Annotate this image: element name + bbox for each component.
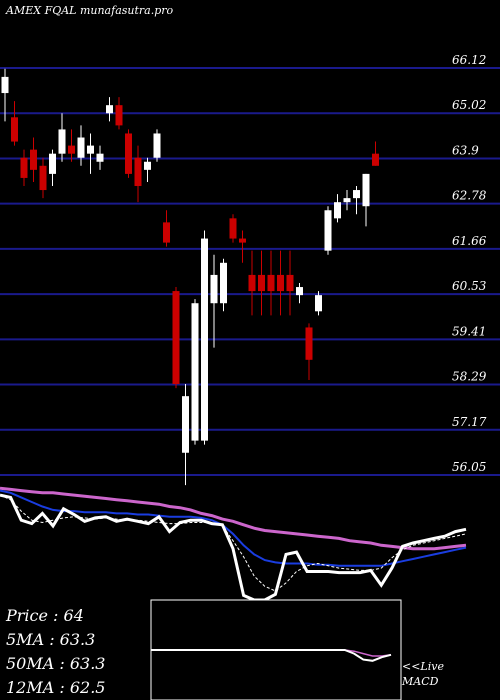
macd-panel <box>150 599 402 700</box>
candle-body <box>296 287 303 296</box>
candle-body <box>334 202 341 219</box>
y-tick-label: 66.12 <box>452 53 486 67</box>
candle-body <box>172 291 180 385</box>
candle-body <box>248 274 256 292</box>
candle-body <box>153 133 161 158</box>
candle-body <box>87 145 94 154</box>
price-readout: Price : 64 <box>5 606 84 625</box>
candle-body <box>134 157 142 187</box>
y-tick-label: 65.02 <box>452 98 486 112</box>
ma12-readout: 12MA : 62.5 <box>6 678 105 697</box>
ma-short-line <box>0 494 467 592</box>
candle-body <box>315 295 322 312</box>
y-tick-label: 56.05 <box>452 460 486 474</box>
y-tick-label: 63.9 <box>452 143 479 157</box>
candle-body <box>239 238 246 243</box>
candle-body <box>96 153 104 162</box>
ma50-readout: 50MA : 63.3 <box>6 654 105 673</box>
candle-body <box>144 161 151 170</box>
ma5-readout: 5MA : 63.3 <box>6 630 95 649</box>
candle-body <box>191 303 199 441</box>
y-tick-label: 60.53 <box>452 279 487 293</box>
macd-line <box>151 649 392 662</box>
macd-live-label: <<Live <box>402 660 444 673</box>
candle-body <box>267 274 275 292</box>
candle-body <box>163 222 170 243</box>
candle-body <box>20 157 28 178</box>
candle-body <box>77 137 85 158</box>
moving-average-panel <box>0 486 467 602</box>
candle-body <box>201 238 208 441</box>
candle-body <box>220 262 227 304</box>
y-tick-label: 59.41 <box>452 324 486 338</box>
candle-body <box>372 153 379 166</box>
candle-body <box>229 218 237 239</box>
candle-body <box>182 396 189 453</box>
macd-label: MACD <box>401 675 439 688</box>
ma-long-line <box>0 486 467 551</box>
candle-body <box>258 274 265 292</box>
candle-body <box>39 165 47 191</box>
y-tick-label: 57.17 <box>452 415 487 429</box>
candle-body <box>343 198 351 203</box>
price-grid: 66.12 65.02 63.9 62.78 61.66 60.53 59.41 58.29 5… <box>0 53 500 476</box>
candle-body <box>277 274 284 292</box>
y-tick-label: 62.78 <box>452 189 487 203</box>
candle-body <box>58 129 66 154</box>
candle-body <box>1 76 9 94</box>
candle-body <box>362 173 370 207</box>
candle-body <box>11 117 18 142</box>
price-line <box>0 493 467 602</box>
candle-body <box>68 145 75 154</box>
ma-mid-line <box>0 489 467 567</box>
candle-body <box>305 327 313 360</box>
candle-body <box>210 274 218 304</box>
candle-body <box>125 133 132 174</box>
candlesticks <box>1 68 379 486</box>
candle-body <box>324 210 332 251</box>
candle-body <box>49 153 56 174</box>
candle-body <box>286 274 294 292</box>
candle-body <box>353 190 360 199</box>
candle-body <box>115 105 123 126</box>
candle-body <box>106 105 113 114</box>
chart-title: AMEX FQAL munafasutra.pro <box>5 4 174 17</box>
y-tick-label: 61.66 <box>452 234 487 248</box>
candle-body <box>30 149 37 170</box>
y-tick-label: 58.29 <box>452 370 487 384</box>
